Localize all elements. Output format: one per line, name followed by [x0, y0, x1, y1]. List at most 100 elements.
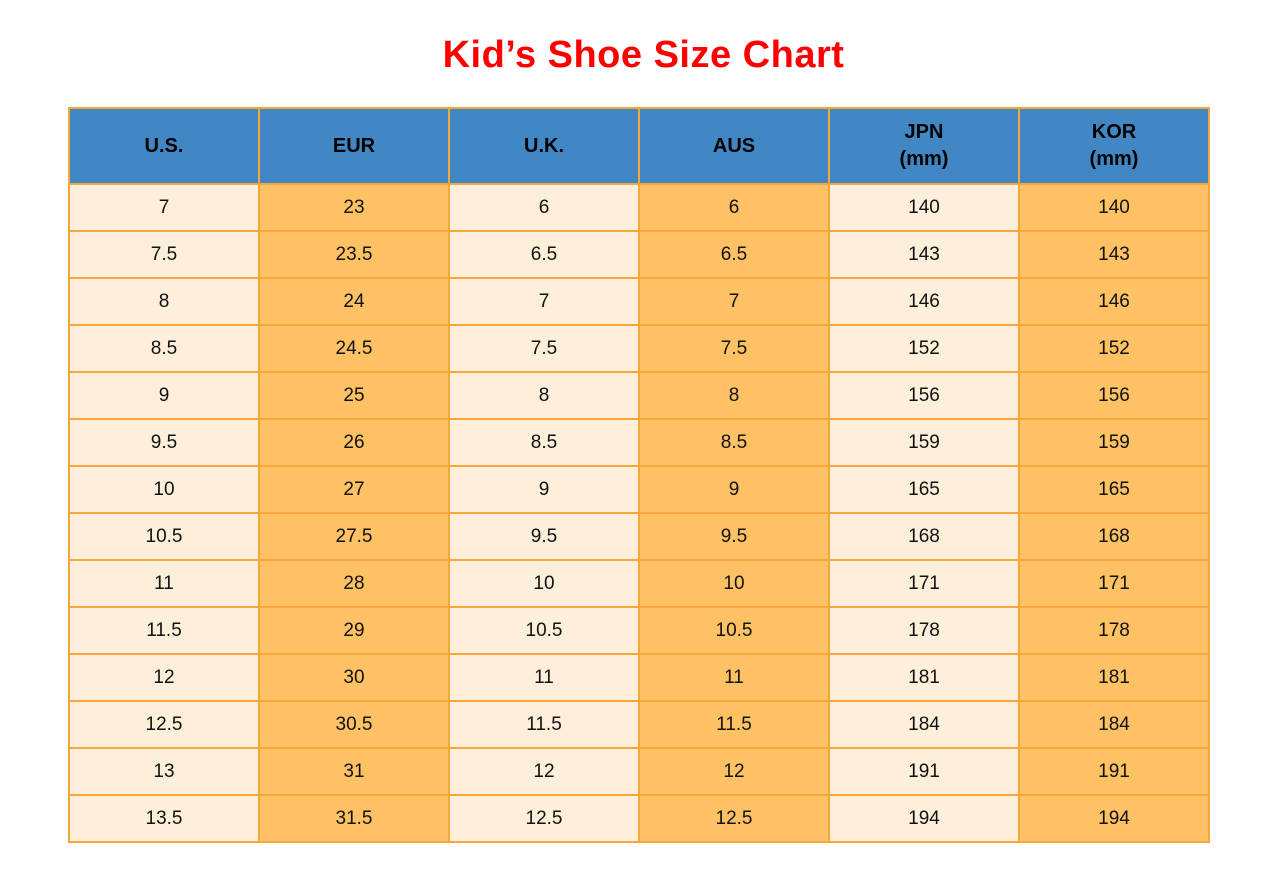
column-header-label: U.S. — [144, 134, 184, 157]
table-row: 11 28 10 10 171 171 — [68, 559, 1210, 608]
size-cell: 31.5 — [258, 794, 450, 843]
size-cell: 11.5 — [68, 606, 260, 655]
column-header-label: U.K. — [524, 134, 564, 157]
table-row: 7.5 23.5 6.5 6.5 143 143 — [68, 230, 1210, 279]
size-cell: 6.5 — [638, 230, 830, 279]
size-cell: 143 — [828, 230, 1020, 279]
size-cell: 7 — [448, 277, 640, 326]
size-cell: 6.5 — [448, 230, 640, 279]
size-cell: 146 — [1018, 277, 1210, 326]
size-cell: 11.5 — [448, 700, 640, 749]
size-cell: 156 — [1018, 371, 1210, 420]
table-row: 12.5 30.5 11.5 11.5 184 184 — [68, 700, 1210, 749]
size-cell: 11 — [638, 653, 830, 702]
size-cell: 30.5 — [258, 700, 450, 749]
size-cell: 191 — [1018, 747, 1210, 796]
size-cell: 27 — [258, 465, 450, 514]
column-header-label: EUR — [332, 134, 376, 157]
size-cell: 23.5 — [258, 230, 450, 279]
size-cell: 11 — [68, 559, 260, 608]
size-cell: 8 — [448, 371, 640, 420]
size-cell: 31 — [258, 747, 450, 796]
size-cell: 156 — [828, 371, 1020, 420]
size-cell: 29 — [258, 606, 450, 655]
size-cell: 152 — [828, 324, 1020, 373]
size-cell: 165 — [828, 465, 1020, 514]
size-cell: 8.5 — [638, 418, 830, 467]
size-cell: 178 — [1018, 606, 1210, 655]
table-row: 8 24 7 7 146 146 — [68, 277, 1210, 326]
size-cell: 171 — [1018, 559, 1210, 608]
size-cell: 13.5 — [68, 794, 260, 843]
column-header-jpn-mm: JPN (mm) — [828, 107, 1020, 185]
column-header-kor-mm: KOR (mm) — [1018, 107, 1210, 185]
size-cell: 181 — [1018, 653, 1210, 702]
size-cell: 178 — [828, 606, 1020, 655]
size-cell: 9.5 — [68, 418, 260, 467]
size-cell: 26 — [258, 418, 450, 467]
size-cell: 140 — [1018, 183, 1210, 232]
size-cell: 9 — [448, 465, 640, 514]
size-cell: 140 — [828, 183, 1020, 232]
size-cell: 12 — [448, 747, 640, 796]
column-header-eur: EUR — [258, 107, 450, 185]
size-cell: 8 — [638, 371, 830, 420]
table-row: 13 31 12 12 191 191 — [68, 747, 1210, 796]
size-cell: 181 — [828, 653, 1020, 702]
size-cell: 194 — [828, 794, 1020, 843]
table-row: 11.5 29 10.5 10.5 178 178 — [68, 606, 1210, 655]
size-cell: 7.5 — [448, 324, 640, 373]
size-cell: 30 — [258, 653, 450, 702]
size-cell: 12.5 — [68, 700, 260, 749]
size-cell: 7 — [68, 183, 260, 232]
size-cell: 6 — [448, 183, 640, 232]
size-cell: 11.5 — [638, 700, 830, 749]
size-cell: 194 — [1018, 794, 1210, 843]
table-row: 7 23 6 6 140 140 — [68, 183, 1210, 232]
page-title: Kid’s Shoe Size Chart — [442, 34, 845, 76]
size-cell: 10.5 — [68, 512, 260, 561]
column-header-uk: U.K. — [448, 107, 640, 185]
size-cell: 152 — [1018, 324, 1210, 373]
size-cell: 24 — [258, 277, 450, 326]
table-row: 9.5 26 8.5 8.5 159 159 — [68, 418, 1210, 467]
size-cell: 10.5 — [448, 606, 640, 655]
size-cell: 27.5 — [258, 512, 450, 561]
table-row: 9 25 8 8 156 156 — [68, 371, 1210, 420]
table-header: U.S. EUR U.K. AUS JPN (mm) KOR (mm) — [68, 107, 1210, 185]
column-header-unit: (mm) — [899, 148, 949, 170]
size-cell: 143 — [1018, 230, 1210, 279]
column-header-us: U.S. — [68, 107, 260, 185]
size-cell: 28 — [258, 559, 450, 608]
size-cell: 8.5 — [68, 324, 260, 373]
column-header-label: JPN — [904, 121, 944, 143]
size-cell: 12 — [68, 653, 260, 702]
table-row: 10.5 27.5 9.5 9.5 168 168 — [68, 512, 1210, 561]
size-cell: 7 — [638, 277, 830, 326]
size-cell: 10.5 — [638, 606, 830, 655]
size-cell: 23 — [258, 183, 450, 232]
table-row: 13.5 31.5 12.5 12.5 194 194 — [68, 794, 1210, 843]
shoe-size-table: U.S. EUR U.K. AUS JPN (mm) KOR (mm) 7 23 6 6 140 140… — [68, 107, 1210, 843]
size-cell: 12 — [638, 747, 830, 796]
column-header-label: AUS — [712, 134, 756, 157]
size-cell: 6 — [638, 183, 830, 232]
table-row: 8.5 24.5 7.5 7.5 152 152 — [68, 324, 1210, 373]
size-cell: 9.5 — [638, 512, 830, 561]
column-header-label: KOR — [1091, 121, 1137, 143]
size-cell: 7.5 — [68, 230, 260, 279]
size-cell: 11 — [448, 653, 640, 702]
table-row: 12 30 11 11 181 181 — [68, 653, 1210, 702]
size-cell: 13 — [68, 747, 260, 796]
size-cell: 168 — [1018, 512, 1210, 561]
size-cell: 9 — [68, 371, 260, 420]
table-row: 10 27 9 9 165 165 — [68, 465, 1210, 514]
column-header-unit: (mm) — [1089, 148, 1139, 170]
size-cell: 24.5 — [258, 324, 450, 373]
column-header-aus: AUS — [638, 107, 830, 185]
size-cell: 184 — [828, 700, 1020, 749]
size-cell: 184 — [1018, 700, 1210, 749]
size-cell: 7.5 — [638, 324, 830, 373]
size-cell: 9.5 — [448, 512, 640, 561]
size-cell: 165 — [1018, 465, 1210, 514]
